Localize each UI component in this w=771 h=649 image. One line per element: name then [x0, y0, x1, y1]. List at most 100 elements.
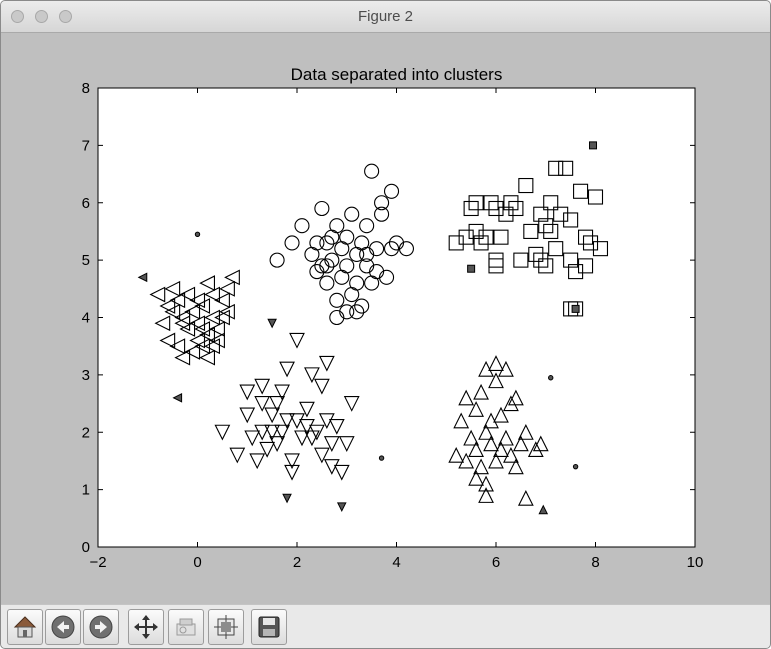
data-point — [374, 206, 390, 222]
data-point — [189, 292, 206, 309]
x-tick-label: 10 — [687, 554, 704, 571]
data-point — [174, 349, 191, 366]
pan-button[interactable] — [128, 609, 164, 645]
data-point — [548, 375, 554, 381]
data-point — [169, 292, 186, 309]
data-point — [538, 258, 554, 274]
data-point — [577, 229, 594, 245]
data-point — [149, 286, 166, 303]
data-point — [338, 436, 355, 452]
data-point — [508, 200, 524, 217]
save-button[interactable] — [251, 609, 287, 645]
minimize-window-button[interactable] — [35, 10, 48, 23]
data-point — [304, 367, 320, 384]
data-point — [374, 195, 390, 211]
data-point — [204, 309, 220, 326]
data-point — [324, 252, 340, 268]
data-point — [467, 264, 476, 273]
data-point — [333, 464, 350, 481]
data-point — [282, 493, 292, 504]
data-point — [388, 235, 405, 251]
x-tick-label: 4 — [392, 554, 400, 571]
data-point — [319, 258, 335, 274]
data-point — [483, 435, 499, 452]
data-point — [508, 389, 524, 406]
data-point — [527, 441, 544, 458]
data-point — [194, 231, 201, 238]
x-tick-label: 2 — [293, 554, 301, 571]
data-point — [313, 447, 330, 464]
data-point — [483, 195, 499, 211]
data-point — [548, 160, 564, 176]
data-point — [179, 286, 196, 303]
data-point — [199, 275, 215, 291]
data-point — [532, 435, 549, 452]
data-point — [319, 235, 335, 251]
data-point — [587, 189, 604, 205]
data-point — [592, 241, 609, 257]
data-point — [508, 458, 524, 475]
data-point — [313, 378, 330, 395]
data-point — [199, 349, 215, 366]
data-point — [488, 372, 504, 389]
data-point — [169, 338, 186, 355]
window-title: Figure 2 — [357, 8, 414, 25]
data-point — [359, 258, 375, 274]
x-tick-label: 6 — [492, 554, 500, 571]
zoom-window-button[interactable] — [59, 10, 72, 23]
data-point — [498, 206, 514, 222]
data-point — [224, 269, 240, 286]
data-point — [254, 424, 271, 441]
subplots-icon — [214, 615, 238, 639]
data-point — [478, 487, 494, 503]
data-point — [498, 429, 514, 446]
data-point — [543, 223, 559, 239]
data-point — [314, 200, 330, 217]
data-point — [159, 332, 176, 349]
x-tick-label: 0 — [193, 554, 201, 571]
data-point — [264, 407, 281, 424]
data-point — [284, 453, 300, 470]
data-point — [468, 401, 484, 417]
back-button[interactable] — [45, 609, 81, 645]
data-point — [364, 163, 380, 179]
save-icon — [258, 616, 280, 638]
data-point — [339, 229, 355, 245]
close-window-button[interactable] — [11, 10, 24, 23]
data-point — [458, 452, 475, 469]
data-point — [204, 286, 220, 303]
y-tick-label: 2 — [82, 424, 90, 441]
data-point — [473, 235, 489, 251]
data-point — [284, 235, 300, 251]
home-button[interactable] — [7, 609, 43, 645]
data-point — [267, 318, 277, 329]
data-point — [164, 303, 181, 320]
data-point — [194, 338, 211, 355]
data-point — [468, 441, 484, 458]
x-tick-label: 8 — [591, 554, 599, 571]
data-point — [563, 212, 579, 228]
zoom-button[interactable] — [168, 609, 204, 645]
data-point — [254, 378, 271, 395]
data-point — [493, 441, 509, 458]
data-point — [538, 218, 554, 234]
data-point — [463, 200, 479, 217]
data-point — [309, 264, 325, 280]
data-point — [339, 304, 355, 320]
data-point — [503, 395, 519, 412]
data-point — [473, 458, 489, 475]
data-point — [189, 315, 206, 332]
data-point — [571, 304, 580, 313]
data-point — [359, 246, 375, 262]
data-point — [458, 389, 475, 406]
data-point — [573, 183, 589, 199]
data-point — [289, 332, 305, 349]
subplots-button[interactable] — [208, 609, 244, 645]
data-point — [344, 206, 360, 222]
forward-button[interactable] — [83, 609, 119, 645]
data-point — [568, 264, 584, 280]
y-tick-label: 6 — [82, 195, 90, 212]
data-point — [274, 384, 290, 401]
figure-canvas[interactable]: Data separated into clusters −2 0 2 4 6 8 10 0 1 2… — [1, 33, 770, 604]
